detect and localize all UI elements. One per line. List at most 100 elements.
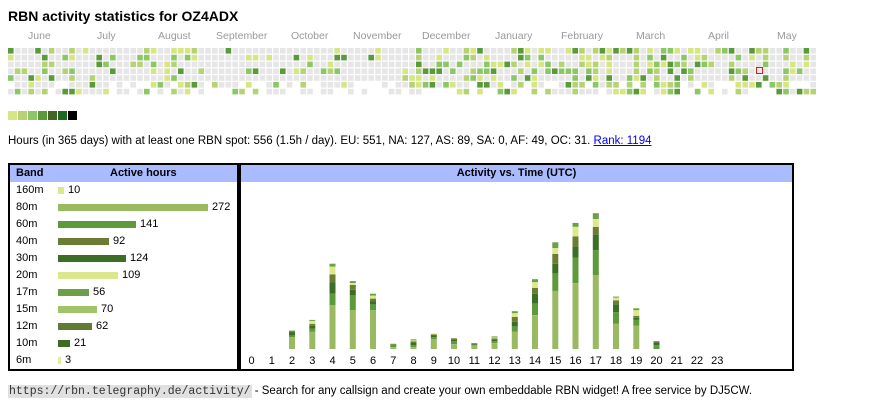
heatmap-cell — [266, 61, 272, 68]
heatmap-cell — [402, 88, 408, 95]
heatmap-cell — [762, 88, 769, 95]
x-tick-label: 14 — [529, 355, 541, 367]
heatmap-cell — [252, 48, 259, 54]
heatmap-cell — [8, 82, 14, 88]
band-row: 60m 141 — [10, 216, 237, 233]
legend-swatch — [38, 111, 47, 120]
heatmap-cell — [82, 88, 89, 95]
footer-url[interactable]: https://rbn.telegraphy.de/activity/ — [8, 385, 252, 398]
heatmap-cell — [334, 88, 340, 95]
heatmap-cell — [368, 48, 374, 54]
heatmap-cell — [137, 48, 143, 54]
heatmap-cell — [286, 82, 293, 88]
heatmap-cell — [382, 68, 388, 74]
heatmap-cell — [606, 68, 612, 74]
band-name: 20m — [16, 269, 38, 281]
band-name: 10m — [16, 337, 38, 349]
heatmap-cell — [490, 61, 497, 68]
heatmap-cell — [76, 48, 82, 54]
heatmap-cell — [572, 54, 578, 61]
heatmap-cell — [273, 48, 279, 54]
heatmap-cell — [157, 54, 164, 61]
heatmap-cell — [273, 54, 279, 61]
rank-link[interactable]: Rank: 1194 — [593, 135, 652, 147]
bar-segment-hour-10 — [451, 339, 457, 342]
heatmap-cell — [103, 54, 109, 61]
heatmap-cell — [191, 75, 198, 81]
band-hours-value: 56 — [93, 286, 106, 298]
heatmap-cell — [606, 75, 612, 81]
heatmap-cell — [674, 61, 680, 68]
heatmap-cell — [422, 75, 429, 81]
bar-segment-hour-16 — [572, 236, 579, 247]
heatmap-cell — [592, 48, 599, 54]
bar-segment-hour-9 — [430, 334, 437, 336]
bar-segment-hour-4 — [329, 274, 336, 283]
heatmap-cell — [246, 48, 252, 54]
heatmap-cell — [470, 48, 476, 54]
heatmap-cell — [592, 88, 599, 95]
heatmap-cell — [429, 68, 436, 74]
heatmap-cell — [579, 54, 585, 61]
heatmap-cell — [552, 54, 558, 61]
heatmap-cell — [613, 82, 619, 88]
heatmap-cell — [490, 88, 497, 95]
band-row: 17m 56 — [10, 284, 237, 301]
bar-segment-hour-6 — [370, 304, 376, 311]
heatmap-cell — [422, 68, 429, 74]
month-label: November — [353, 30, 402, 42]
heatmap-cell — [137, 88, 143, 95]
heatmap-cell — [762, 68, 769, 74]
heatmap-cell — [334, 68, 340, 74]
band-hours-value: 109 — [122, 269, 141, 281]
heatmap-cell — [592, 54, 599, 61]
heatmap-cell — [130, 88, 136, 95]
bar-segment-hour-5 — [349, 283, 356, 285]
bar-segment-hour-4 — [329, 263, 336, 267]
heatmap-cell — [647, 68, 653, 74]
heatmap-cell — [470, 61, 476, 68]
heatmap-cell — [388, 61, 395, 68]
heatmap-cell — [110, 75, 116, 81]
heatmap-cell — [341, 68, 347, 74]
heatmap-cell — [348, 82, 354, 88]
heatmap-cell — [443, 48, 449, 54]
heatmap-cell — [314, 88, 320, 95]
x-tick-label: 19 — [630, 355, 642, 367]
heatmap-cell — [137, 68, 143, 74]
heatmap-cell — [524, 54, 531, 61]
bar-segment-hour-4 — [329, 305, 336, 349]
heatmap-cell — [511, 54, 517, 61]
heatmap-cell — [232, 48, 238, 54]
heatmap-cell — [82, 82, 89, 88]
heatmap-cell — [239, 82, 245, 88]
heatmap-cell — [300, 68, 306, 74]
heatmap-cell — [722, 88, 728, 95]
legend-swatch — [58, 111, 67, 120]
heatmap-cell — [96, 82, 102, 88]
heatmap-cell — [715, 48, 721, 54]
heatmap-cell — [572, 75, 578, 81]
heatmap-cell — [184, 82, 191, 88]
heatmap-cell — [647, 75, 653, 81]
heatmap-cell — [538, 54, 544, 61]
heatmap-cell — [388, 82, 395, 88]
heatmap-cell — [463, 61, 470, 68]
heatmap-cell — [586, 88, 592, 95]
heatmap-cell — [239, 88, 245, 95]
band-hours-bar — [58, 255, 126, 262]
heatmap-cell — [314, 48, 320, 54]
band-name: 15m — [16, 303, 38, 315]
heatmap-cell — [450, 68, 456, 74]
heatmap-cell — [395, 75, 402, 81]
heatmap-cell — [456, 88, 463, 95]
heatmap-cell — [273, 88, 279, 95]
heatmap-cell — [463, 82, 470, 88]
heatmap-cell — [810, 68, 816, 74]
bar-segment-hour-5 — [349, 310, 356, 349]
heatmap-cell — [681, 75, 687, 81]
bar-segment-hour-5 — [349, 295, 356, 311]
heatmap-cell — [640, 88, 646, 95]
heatmap-cell — [103, 82, 109, 88]
heatmap-cell — [354, 88, 361, 95]
